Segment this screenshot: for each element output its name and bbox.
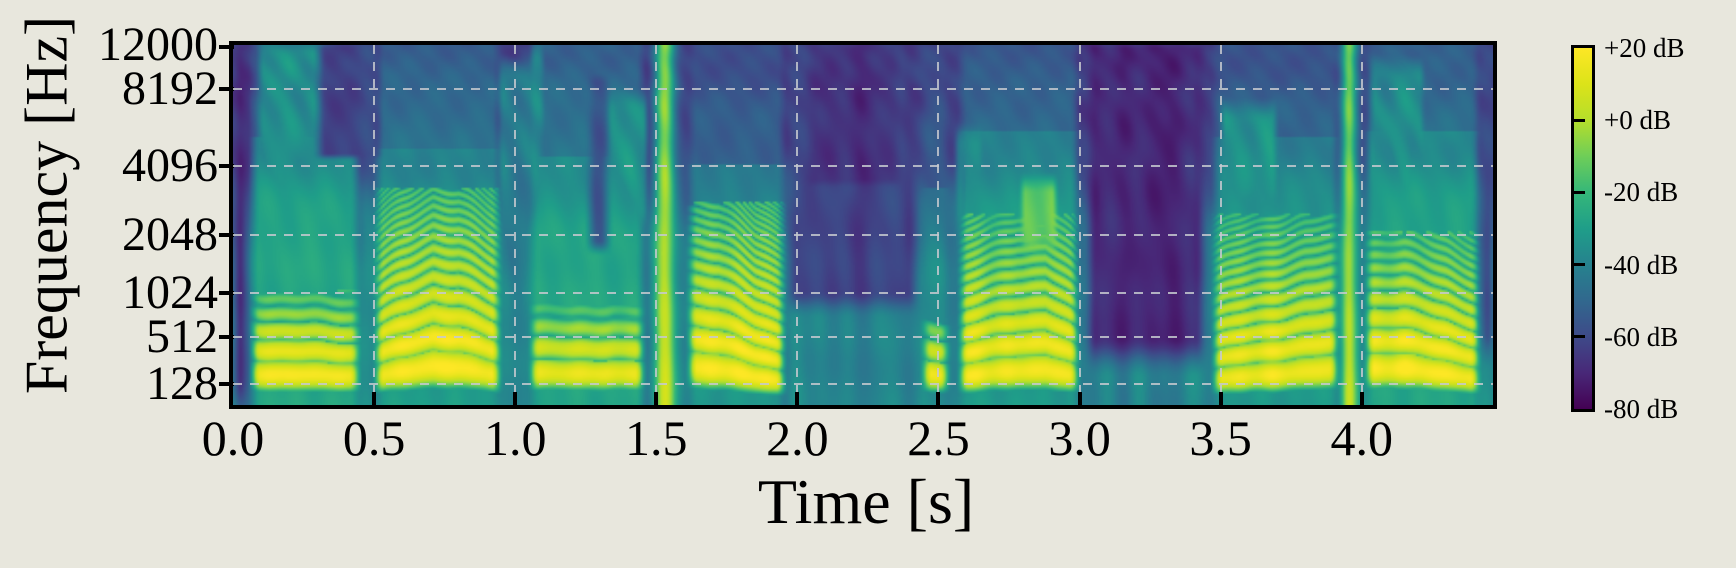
gridline-vertical <box>373 45 376 405</box>
x-tick-mark <box>795 392 800 405</box>
colorbar-tick-label: -80 dB <box>1604 394 1679 424</box>
x-tick-mark <box>654 392 659 405</box>
colorbar-tick-label: -60 dB <box>1604 321 1679 352</box>
x-tick-label: 0.5 <box>342 410 406 466</box>
x-tick-mark <box>513 392 518 405</box>
y-tick-mark <box>219 87 234 92</box>
colorbar-tick-mark <box>1574 263 1585 267</box>
gridline-horizontal <box>233 292 1493 295</box>
y-tick-label: 128 <box>146 357 218 411</box>
spectrogram-canvas <box>233 45 1493 405</box>
y-tick-mark <box>219 382 234 387</box>
y-tick-label: 512 <box>146 309 218 363</box>
colorbar-tick-label: +0 dB <box>1604 105 1671 136</box>
gridline-horizontal <box>233 88 1493 91</box>
gridline-vertical <box>796 45 799 405</box>
y-tick-mark <box>219 334 234 339</box>
x-tick-label: 3.0 <box>1048 410 1111 466</box>
x-tick-label: 1.5 <box>625 410 688 466</box>
y-tick-mark <box>219 233 234 238</box>
x-tick-label: 4.0 <box>1330 410 1394 466</box>
x-tick-mark <box>1359 392 1364 405</box>
x-tick-label: 0.0 <box>201 410 265 466</box>
colorbar-gradient <box>1574 48 1592 409</box>
colorbar-tick-label: +20 dB <box>1604 33 1685 63</box>
x-tick-label: 2.0 <box>766 410 829 466</box>
x-tick-mark <box>1077 392 1082 405</box>
colorbar-tick-label: -20 dB <box>1604 177 1679 208</box>
y-tick-label: 1024 <box>122 266 218 320</box>
y-tick-label: 2048 <box>122 208 218 262</box>
gridline-vertical <box>655 45 658 405</box>
x-tick-mark <box>372 392 377 405</box>
colorbar-tick-mark <box>1574 190 1585 194</box>
gridline-horizontal <box>233 164 1493 167</box>
x-tick-label: 3.5 <box>1189 410 1252 466</box>
gridline-vertical <box>1219 45 1222 405</box>
gridline-horizontal <box>233 383 1493 386</box>
spectrogram-plot-area <box>229 41 1497 409</box>
x-tick-label: 2.5 <box>907 410 970 466</box>
y-tick-mark <box>219 45 234 49</box>
gridline-vertical <box>1078 45 1081 405</box>
y-tick-label: 4096 <box>122 138 218 192</box>
x-tick-mark <box>1218 392 1223 405</box>
y-tick-mark <box>219 291 234 296</box>
y-tick-mark <box>219 163 234 168</box>
x-tick-mark <box>936 392 941 405</box>
gridline-vertical <box>1360 45 1363 405</box>
colorbar-tick-mark <box>1574 118 1585 122</box>
colorbar-tick-mark <box>1574 335 1585 339</box>
colorbar-tick-label: -40 dB <box>1604 249 1679 280</box>
colorbar <box>1571 45 1595 412</box>
gridline-vertical <box>514 45 517 405</box>
x-axis-label: Time [s] <box>757 466 975 537</box>
gridline-horizontal <box>233 335 1493 338</box>
gridline-horizontal <box>233 234 1493 237</box>
x-tick-label: 1.0 <box>483 410 547 466</box>
y-tick-label: 8192 <box>122 62 218 116</box>
y-tick-label: 12000 <box>98 18 218 71</box>
gridline-vertical <box>937 45 940 405</box>
